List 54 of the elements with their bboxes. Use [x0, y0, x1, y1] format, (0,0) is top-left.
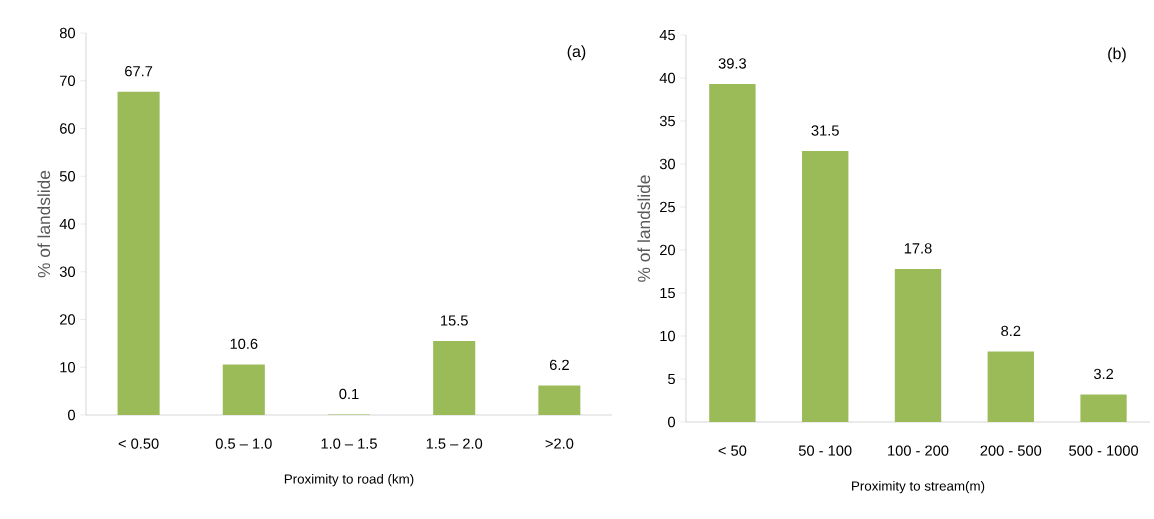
data-label: 8.2 — [1001, 325, 1021, 337]
y-tick-label: 50 — [59, 171, 76, 182]
x-tick-label: 1.0 – 1.5 — [321, 438, 377, 449]
y-tick-label: 10 — [60, 362, 76, 373]
data-label: 0.1 — [339, 388, 359, 400]
x-tick-label: 50 - 100 — [798, 445, 852, 456]
x-tick-label: 100 - 200 — [888, 445, 949, 456]
y-tick-label: 5 — [668, 373, 675, 385]
data-label: 67.7 — [125, 65, 153, 77]
y-axis-title: % of landslide — [37, 170, 51, 278]
y-tick-label: 40 — [659, 72, 676, 84]
data-label: 10.6 — [230, 338, 258, 350]
bar — [222, 364, 265, 415]
y-tick-label: 15 — [660, 287, 675, 299]
y-tick-label: 20 — [60, 314, 76, 325]
bar — [894, 268, 942, 422]
data-label: 17.8 — [904, 243, 932, 254]
x-tick-label: >2.0 — [545, 438, 574, 449]
y-axis-title: % of landslide — [637, 175, 651, 282]
x-tick-label: 0.5 – 1.0 — [215, 438, 272, 449]
data-label: 15.5 — [441, 315, 468, 326]
y-tick-label: 30 — [659, 158, 676, 170]
annotation: (a) — [567, 45, 586, 61]
y-tick-label: 45 — [659, 29, 675, 41]
y-tick-label: 80 — [59, 27, 76, 39]
y-tick-label: 20 — [660, 244, 676, 256]
y-tick-label: 0 — [668, 416, 676, 428]
bar — [802, 151, 849, 422]
y-tick-label: 0 — [68, 409, 76, 421]
data-label: 39.3 — [718, 58, 747, 69]
bar — [709, 84, 756, 422]
data-label: 31.5 — [811, 125, 839, 136]
annotation: (b) — [1108, 47, 1126, 63]
y-tick-label: 25 — [660, 201, 675, 213]
x-tick-label: < 0.50 — [118, 438, 159, 449]
data-label: 3.2 — [1093, 368, 1114, 380]
y-tick-label: 40 — [59, 218, 76, 230]
bar — [987, 351, 1035, 422]
x-tick-label: < 50 — [718, 445, 747, 456]
bar — [433, 340, 476, 415]
bar — [538, 385, 581, 415]
y-tick-label: 30 — [59, 266, 76, 277]
y-tick-label: 70 — [60, 75, 76, 86]
x-axis-title: Proximity to road (km) — [284, 473, 414, 487]
y-tick-label: 10 — [660, 330, 676, 342]
y-tick-label: 35 — [659, 115, 675, 127]
x-tick-label: 500 - 1000 — [1069, 445, 1139, 456]
bar — [117, 91, 160, 415]
bar — [1080, 394, 1127, 422]
x-axis-title: Proximity to stream(m) — [852, 480, 985, 494]
data-label: 6.2 — [549, 359, 569, 371]
x-tick-label: 200 - 500 — [980, 445, 1042, 456]
x-tick-label: 1.5 – 2.0 — [426, 438, 483, 449]
y-tick-label: 60 — [60, 123, 76, 134]
